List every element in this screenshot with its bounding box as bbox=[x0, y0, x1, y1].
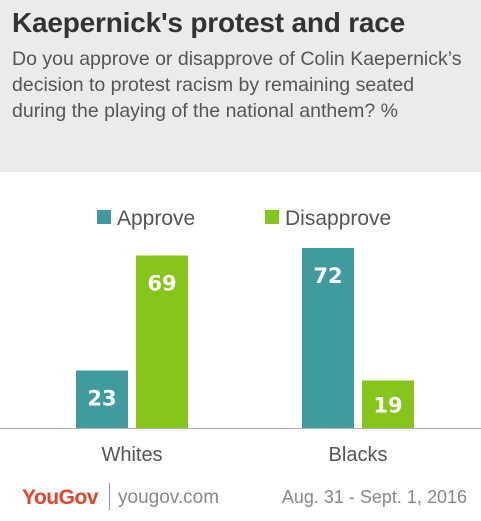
chart-footer: YouGov yougov.com Aug. 31 - Sept. 1, 201… bbox=[0, 478, 481, 521]
legend-item-approve: Approve bbox=[97, 207, 195, 230]
chart-title: Kaepernick's protest and race bbox=[12, 7, 406, 38]
yougov-logo: YouGov bbox=[22, 486, 98, 509]
legend-item-disapprove: Disapprove bbox=[265, 207, 391, 230]
bar-chart: Approve Disapprove 23 69 Whites 72 19 Blacks bbox=[0, 207, 481, 466]
category-label-blacks: Blacks bbox=[329, 444, 388, 466]
footer-site: yougov.com bbox=[118, 487, 220, 508]
bar-value-blacks-approve: 72 bbox=[313, 264, 342, 288]
category-label-whites: Whites bbox=[101, 444, 162, 466]
bar-whites-disapprove bbox=[136, 255, 188, 428]
legend-swatch-disapprove bbox=[265, 210, 279, 224]
bar-value-blacks-disapprove: 19 bbox=[373, 393, 402, 417]
bar-whites-approve bbox=[76, 370, 128, 428]
legend-label-disapprove: Disapprove bbox=[285, 207, 391, 230]
footer-date: Aug. 31 - Sept. 1, 2016 bbox=[281, 487, 467, 507]
legend-label-approve: Approve bbox=[117, 207, 195, 230]
legend-swatch-approve bbox=[97, 210, 111, 224]
bar-value-whites-disapprove: 69 bbox=[147, 272, 176, 296]
bar-blacks-approve bbox=[302, 248, 354, 428]
bar-value-whites-approve: 23 bbox=[87, 387, 116, 411]
bar-blacks-disapprove bbox=[362, 380, 414, 428]
chart-header: Kaepernick's protest and race Do you app… bbox=[0, 0, 481, 172]
chart-subtitle: Do you approve or disapprove of Colin Ka… bbox=[12, 48, 462, 122]
footer-divider bbox=[109, 483, 110, 510]
